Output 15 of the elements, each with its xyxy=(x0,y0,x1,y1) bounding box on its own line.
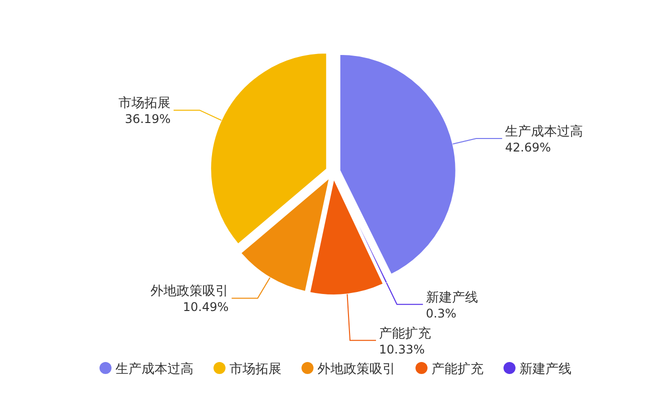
data-label: 0.3% xyxy=(426,306,456,320)
legend-label: 新建产线 xyxy=(520,362,572,377)
legend-label: 产能扩充 xyxy=(432,362,484,377)
legend-label: 外地政策吸引 xyxy=(318,362,396,377)
slice-label: 市场拓展 xyxy=(118,96,171,112)
data-label: 10.33% xyxy=(379,342,425,356)
legend-label: 生产成本过高 xyxy=(116,361,194,377)
legend-label: 市场拓展 xyxy=(230,362,282,377)
slice-label: 产能扩充 xyxy=(379,326,432,342)
slice-label: 生产成本过高 xyxy=(505,124,584,140)
data-label: 36.19% xyxy=(124,112,171,126)
slice-label: 外地政策吸引 xyxy=(150,284,229,300)
data-label: 42.69% xyxy=(505,140,551,155)
data-label: 10.49% xyxy=(182,300,229,314)
slice-label: 新建产线 xyxy=(426,290,478,306)
